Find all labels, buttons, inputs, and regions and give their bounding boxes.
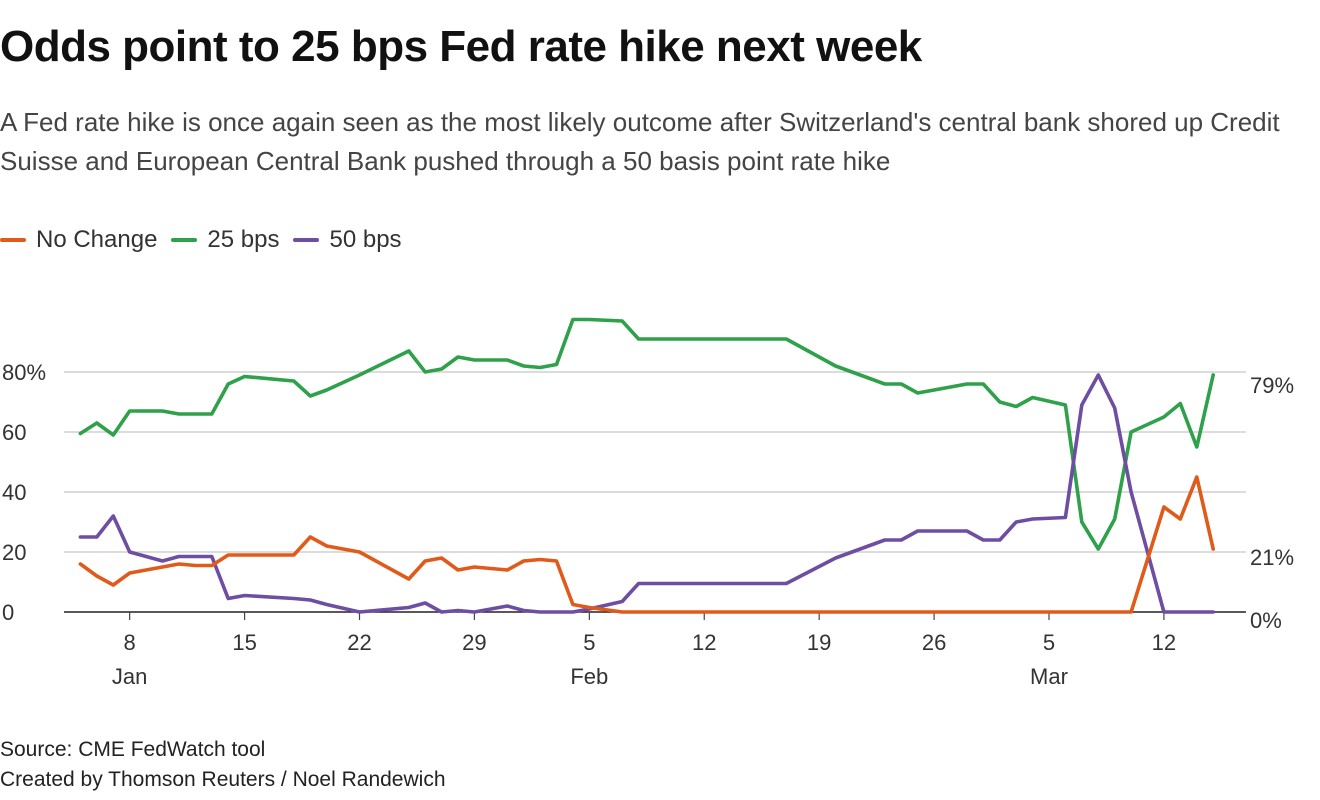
x-tick-label-57: 26	[922, 630, 946, 655]
x-month-label-mar: Mar	[1030, 664, 1068, 689]
x-tick-label-71: 12	[1152, 630, 1176, 655]
legend-label-no-change: No Change	[36, 226, 158, 253]
series-line-25-bps	[78, 317, 1215, 551]
chart-subtitle: A Fed rate hike is once again seen as th…	[0, 107, 1280, 176]
legend-swatch-no-change	[0, 238, 26, 242]
legend-item-25-bps: 25 bps	[171, 226, 279, 254]
legend-label-25-bps: 25 bps	[207, 226, 280, 253]
legend: No Change 25 bps 50 bps	[0, 226, 402, 254]
x-tick-label-8: 8	[124, 630, 136, 655]
end-label-25-bps: 79%	[1250, 373, 1294, 398]
y-tick-label-20: 20	[2, 540, 26, 565]
series-line-no-change	[78, 475, 1215, 614]
y-tick-label-80: 80%	[2, 360, 46, 385]
y-tick-label-0: 0	[2, 600, 14, 625]
legend-label-50-bps: 50 bps	[329, 226, 402, 253]
y-tick-label-60: 60	[2, 420, 26, 445]
series-line-50-bps	[78, 373, 1215, 614]
credit-note: Created by Thomson Reuters / Noel Randew…	[0, 768, 446, 791]
source-note: Source: CME FedWatch tool	[0, 738, 266, 761]
x-tick-label-15: 15	[232, 630, 256, 655]
chart-title: Odds point to 25 bps Fed rate hike next …	[0, 22, 922, 71]
x-month-label-jan: Jan	[112, 664, 147, 689]
legend-item-no-change: No Change	[0, 226, 157, 254]
x-tick-label-29: 29	[462, 630, 486, 655]
x-tick-label-50: 19	[807, 630, 831, 655]
y-tick-label-40: 40	[2, 480, 26, 505]
x-month-label-feb: Feb	[570, 664, 608, 689]
line-chart: 0 20 40 60 80% 8 Jan 15 22 29 5 Feb 12 19 26 5 Mar 12 79% 2…	[2, 317, 1294, 689]
end-label-no-change: 21%	[1250, 545, 1294, 570]
x-tick-label-22: 22	[347, 630, 371, 655]
legend-swatch-50-bps	[293, 238, 320, 242]
x-tick-label-36: 5	[583, 630, 595, 655]
x-tick-label-43: 12	[692, 630, 716, 655]
end-label-50-bps: 0%	[1250, 608, 1282, 633]
legend-item-50-bps: 50 bps	[293, 226, 402, 254]
legend-swatch-25-bps	[171, 238, 198, 242]
x-tick-label-64: 5	[1043, 630, 1055, 655]
